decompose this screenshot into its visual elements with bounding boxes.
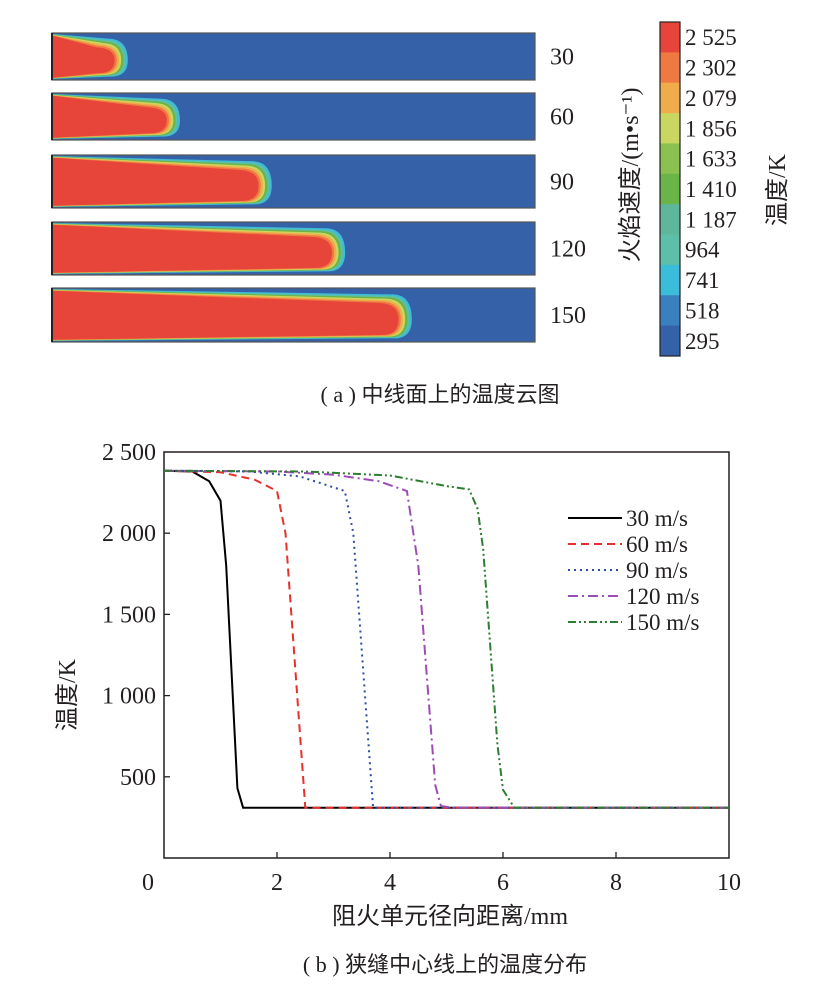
x-axis-label: 阻火单元径向距离/mm bbox=[332, 903, 568, 930]
plot-frame bbox=[163, 451, 730, 859]
colorbar-tick-label: 964 bbox=[685, 238, 720, 263]
colorbar-tick-label: 741 bbox=[685, 268, 720, 293]
x-tick-label: 0 bbox=[142, 870, 154, 896]
series-line-60ms bbox=[163, 469, 729, 809]
colorbar-band bbox=[660, 52, 680, 84]
y-tick-label: 2 500 bbox=[102, 440, 156, 466]
contour-panel-30: 30 bbox=[51, 32, 574, 81]
legend-label: 60 m/s bbox=[626, 532, 688, 557]
flame-contour-layer bbox=[53, 95, 167, 138]
legend-label: 30 m/s bbox=[626, 506, 688, 531]
legend-label: 120 m/s bbox=[626, 584, 700, 609]
colorbar-band bbox=[660, 234, 680, 266]
colorbar-tick-label: 2 302 bbox=[685, 56, 737, 81]
flame-contour-layer bbox=[53, 157, 259, 206]
y-tick-label: 1 500 bbox=[102, 602, 156, 628]
series-line-150ms bbox=[163, 469, 729, 809]
x-tick-label: 8 bbox=[610, 870, 622, 896]
series-line-30ms bbox=[163, 469, 729, 809]
caption-a: ( a ) 中线面上的温度云图 bbox=[321, 382, 560, 407]
velocity-label: 150 bbox=[550, 303, 586, 329]
colorbar-label: 温度/K bbox=[764, 153, 791, 226]
velocity-label: 30 bbox=[550, 45, 574, 71]
velocity-label: 120 bbox=[550, 237, 586, 263]
legend-label: 90 m/s bbox=[626, 558, 688, 583]
colorbar-band bbox=[660, 173, 680, 205]
contour-panel-120: 120 bbox=[51, 221, 586, 276]
x-tick-label: 4 bbox=[384, 870, 396, 896]
colorbar-tick-label: 2 525 bbox=[685, 25, 737, 50]
colorbar-band bbox=[660, 264, 680, 296]
y-axis-label: 温度/K bbox=[54, 658, 81, 731]
colorbar-tick-label: 518 bbox=[685, 298, 720, 323]
colorbar-band bbox=[660, 325, 680, 357]
contour-panel-90: 90 bbox=[51, 154, 574, 209]
flame-contour-layer bbox=[53, 290, 399, 340]
contour-panel-150: 150 bbox=[51, 287, 586, 343]
colorbar-band bbox=[660, 295, 680, 327]
series-line-120ms bbox=[163, 469, 729, 809]
caption-b: ( b ) 狭缝中心线上的温度分布 bbox=[303, 952, 587, 977]
colorbar-frame bbox=[659, 21, 681, 357]
y-tick-label: 2 000 bbox=[102, 521, 156, 547]
velocity-axis-label: 火焰速度/(m•s⁻¹) bbox=[617, 88, 644, 263]
colorbar-tick-label: 2 079 bbox=[685, 86, 737, 111]
colorbar-band bbox=[660, 143, 680, 175]
contour-panel-60: 60 bbox=[51, 92, 574, 141]
y-tick-label: 500 bbox=[120, 765, 156, 791]
y-tick-label: 1 000 bbox=[102, 684, 156, 710]
colorbar-tick-label: 295 bbox=[685, 329, 720, 354]
velocity-label: 90 bbox=[550, 170, 574, 196]
colorbar-band bbox=[660, 22, 680, 53]
legend-label: 150 m/s bbox=[626, 610, 700, 635]
colorbar-tick-label: 1 410 bbox=[685, 177, 737, 202]
velocity-label: 60 bbox=[550, 105, 574, 131]
temperature-contour-figure: 30 60 90 120 150 2 525 2 302 2 079 1 856 1 633 1 … bbox=[51, 21, 791, 407]
flame-contour-layer bbox=[53, 35, 115, 78]
colorbar-band bbox=[660, 113, 680, 144]
flame-contour-layer bbox=[53, 224, 332, 273]
x-tick-label: 2 bbox=[271, 870, 283, 896]
colorbar-band bbox=[660, 204, 680, 236]
temperature-line-chart: 0 2 4 6 8 10 500 1 000 1 500 2 000 2 500 30 m/s60 … bbox=[54, 440, 741, 977]
panel-background bbox=[51, 32, 536, 81]
colorbar-tick-label: 1 856 bbox=[685, 116, 737, 141]
colorbar-tick-label: 1 187 bbox=[685, 207, 737, 232]
colorbar-tick-label: 1 633 bbox=[685, 147, 737, 172]
colorbar-band bbox=[660, 82, 680, 114]
x-tick-label: 6 bbox=[497, 870, 509, 896]
x-tick-label: 10 bbox=[717, 870, 741, 896]
